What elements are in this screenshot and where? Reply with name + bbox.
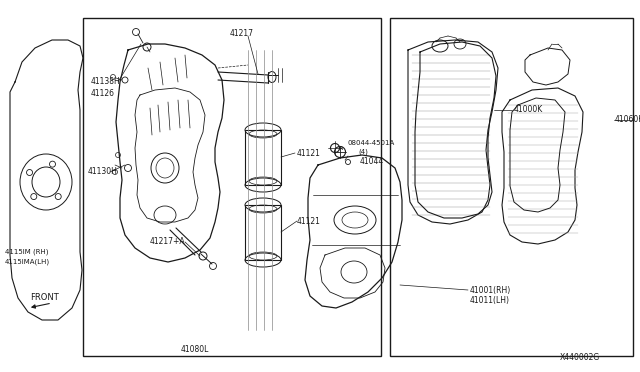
Text: 4115IMA(LH): 4115IMA(LH) (5, 259, 50, 265)
Text: 41121: 41121 (297, 217, 321, 225)
Text: R: R (338, 147, 342, 151)
Text: 41001(RH): 41001(RH) (470, 285, 511, 295)
Text: 41000K: 41000K (514, 106, 543, 115)
Bar (390, 18, 633, 356)
Text: 41044: 41044 (360, 157, 384, 167)
Text: 41217+A: 41217+A (150, 237, 186, 246)
Text: 41060K: 41060K (615, 115, 640, 125)
Text: 41011(LH): 41011(LH) (470, 295, 510, 305)
Text: 41121: 41121 (297, 148, 321, 157)
Bar (83, 18, 381, 356)
Bar (245, 130, 281, 185)
Text: 41130H: 41130H (88, 167, 118, 176)
Text: 4115IM (RH): 4115IM (RH) (5, 249, 49, 255)
Text: 41217: 41217 (230, 29, 254, 38)
Text: X440002G: X440002G (560, 353, 600, 362)
Text: 41138H: 41138H (91, 77, 121, 87)
Text: 41126: 41126 (91, 89, 115, 97)
Text: FRONT: FRONT (30, 294, 59, 302)
Text: 41080L: 41080L (181, 344, 209, 353)
Text: 08044-4501A: 08044-4501A (348, 140, 396, 146)
Bar (245, 205, 281, 260)
Text: (4): (4) (358, 149, 368, 155)
